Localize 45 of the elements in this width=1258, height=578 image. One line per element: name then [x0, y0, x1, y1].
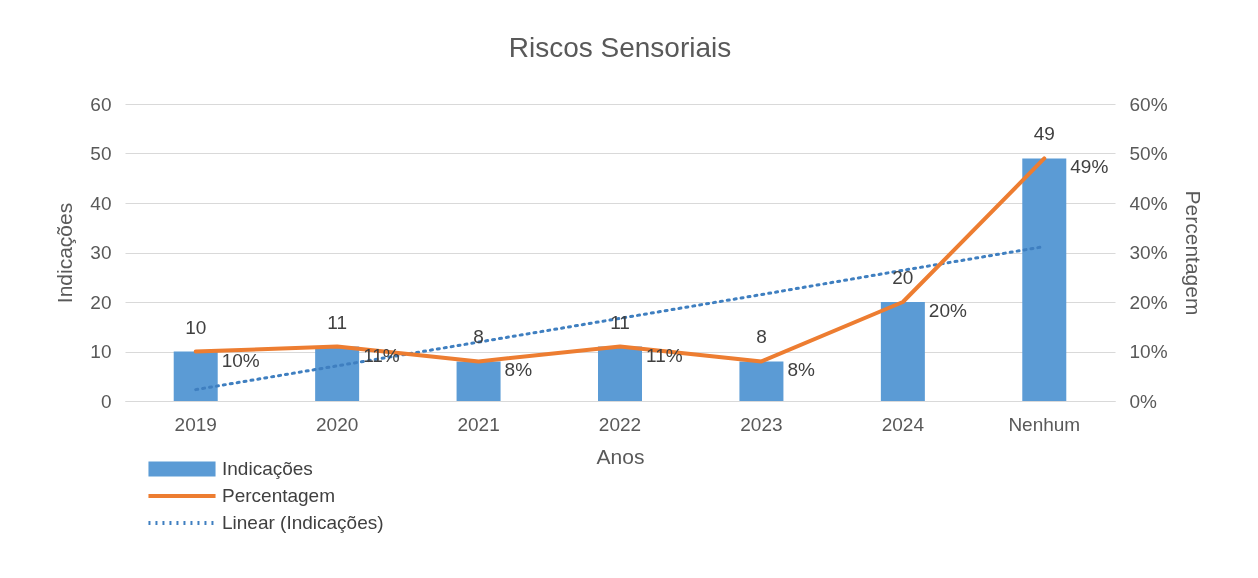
y-tick-label: 50 — [90, 143, 112, 164]
data-label: 49 — [1033, 123, 1055, 145]
bar — [173, 351, 218, 401]
bar — [1022, 158, 1067, 401]
y-tick-label: 0 — [100, 390, 112, 412]
legend-label: Linear (Indicações) — [222, 512, 384, 533]
bar — [315, 346, 360, 401]
y-tick-label: 40 — [90, 192, 112, 214]
y2-tick-label: 20% — [1129, 291, 1168, 313]
legend-label: Percentagem — [222, 485, 336, 506]
data-label: 11 — [327, 311, 348, 333]
x-tick-label: 2019 — [174, 413, 217, 435]
y2-tick-label: 40% — [1129, 192, 1168, 214]
data-label: 20% — [928, 300, 967, 321]
bar — [880, 302, 925, 401]
x-tick-label: 2021 — [457, 413, 500, 435]
x-tick-label: 2024 — [881, 413, 925, 435]
x-tick-label: 2020 — [316, 413, 359, 435]
x-axis-title: Anos — [596, 444, 645, 468]
chart-title: Riscos Sensoriais — [508, 32, 732, 63]
y2-axis-title: Percentagem — [1181, 190, 1205, 316]
data-label: 8% — [787, 359, 815, 381]
bar — [598, 346, 642, 401]
y-tick-label: 20 — [90, 291, 112, 313]
data-label: 10 — [185, 316, 207, 338]
data-label: 8 — [756, 326, 767, 348]
y2-tick-label: 0% — [1129, 390, 1158, 412]
x-tick-label: 2022 — [598, 413, 642, 435]
y2-tick-label: 30% — [1129, 242, 1168, 263]
legend-label: Indicações — [222, 458, 313, 479]
bar — [456, 361, 501, 401]
y2-tick-label: 60% — [1129, 93, 1168, 115]
bar — [739, 361, 784, 401]
data-label: 8% — [504, 359, 533, 381]
data-label: 10% — [221, 349, 260, 371]
data-label: 49% — [1070, 156, 1109, 178]
y2-tick-label: 50% — [1129, 143, 1168, 164]
y-tick-label: 60 — [90, 93, 112, 115]
y-tick-label: 30 — [90, 242, 112, 263]
x-tick-label: Nenhum — [1008, 413, 1081, 435]
x-tick-label: 2023 — [740, 413, 783, 435]
y-tick-label: 10 — [90, 341, 112, 362]
y2-tick-label: 10% — [1129, 341, 1168, 362]
data-label: 20 — [892, 267, 914, 288]
y-axis-title: Indicações — [53, 202, 77, 304]
